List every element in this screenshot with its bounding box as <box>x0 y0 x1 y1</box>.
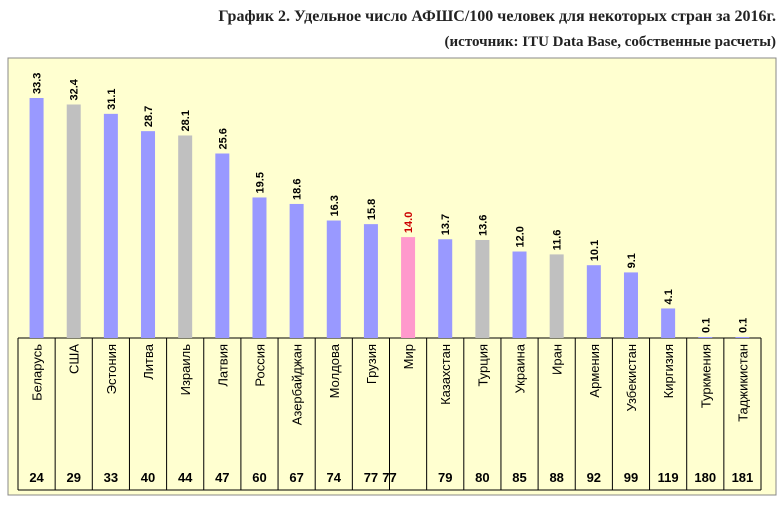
category-label: Молдова <box>327 343 342 398</box>
data-label: 16.3 <box>329 195 341 216</box>
category-label: Беларусь <box>30 344 45 401</box>
category-label: Азербайджан <box>290 344 305 425</box>
rank-label: 29 <box>66 470 80 485</box>
category-label: Армения <box>587 344 602 398</box>
rank-label: 88 <box>549 470 563 485</box>
data-label: 13.7 <box>440 214 452 235</box>
rank-label: 99 <box>624 470 638 485</box>
category-label: Таджикистан <box>735 344 750 422</box>
data-label: 0.1 <box>737 318 749 333</box>
bar <box>512 251 527 338</box>
rank-label: 74 <box>327 470 342 485</box>
category-label: Грузия <box>364 344 379 384</box>
category-label: Эстония <box>104 344 119 394</box>
bar <box>698 337 713 338</box>
bar <box>29 98 44 338</box>
bar <box>215 153 230 338</box>
category-label: Иран <box>550 344 565 375</box>
category-label: Узбекистан <box>624 344 639 412</box>
rank-label: 40 <box>141 470 155 485</box>
bar <box>475 239 490 338</box>
bar <box>252 197 267 338</box>
category-label: Киргизия <box>661 344 676 398</box>
bar <box>549 254 564 338</box>
rank-label: 180 <box>694 470 716 485</box>
data-label: 13.6 <box>477 215 489 236</box>
rank-label: 60 <box>252 470 266 485</box>
category-label: Израиль <box>178 344 193 396</box>
category-label: США <box>67 344 82 374</box>
rank-label: 181 <box>732 470 754 485</box>
data-label: 12.0 <box>515 226 527 247</box>
rank-label: 33 <box>104 470 118 485</box>
data-label: 32.4 <box>69 78 81 100</box>
category-label: Турция <box>475 344 490 387</box>
rank-label: 79 <box>438 470 452 485</box>
bar <box>141 131 156 338</box>
bar <box>326 220 341 338</box>
chart-title: График 2. Удельное число АФШС/100 челове… <box>218 8 776 25</box>
rank-label: 44 <box>178 470 193 485</box>
rank-label: 80 <box>475 470 489 485</box>
data-label: 4.1 <box>663 289 675 304</box>
category-label: Россия <box>252 344 267 387</box>
bar <box>103 113 118 338</box>
rank-label: 85 <box>512 470 526 485</box>
data-label: 10.1 <box>589 240 601 261</box>
data-label: 11.6 <box>552 230 564 251</box>
bar <box>289 203 304 338</box>
data-label: 19.5 <box>254 172 266 193</box>
category-label: Казахстан <box>438 344 453 405</box>
bar <box>623 272 638 338</box>
rank-label: 77 <box>364 470 378 485</box>
bar <box>438 239 453 338</box>
data-label: 25.6 <box>217 128 229 149</box>
rank-label: 24 <box>29 470 44 485</box>
category-label: Латвия <box>215 344 230 387</box>
data-label: 18.6 <box>292 179 304 200</box>
world-rank-label: 77 <box>382 470 396 485</box>
bar <box>66 104 81 339</box>
data-label: 31.1 <box>106 88 118 109</box>
rank-label: 92 <box>587 470 601 485</box>
bar <box>586 265 601 338</box>
category-label: Литва <box>141 343 156 380</box>
bar <box>735 337 750 338</box>
data-label: 28.7 <box>143 106 155 127</box>
bar <box>363 224 378 338</box>
data-label: 14.0 <box>403 212 415 233</box>
category-label: Украина <box>513 343 528 393</box>
data-label: 15.8 <box>366 199 378 220</box>
rank-label: 67 <box>289 470 303 485</box>
rank-label: 47 <box>215 470 229 485</box>
bar <box>661 308 676 338</box>
data-label: 28.1 <box>180 110 192 131</box>
plot-area <box>7 57 777 496</box>
data-label: 0.1 <box>700 318 712 333</box>
category-label: Мир <box>401 344 416 369</box>
data-label: 33.3 <box>32 73 44 94</box>
bar <box>178 135 193 338</box>
data-label: 9.1 <box>626 253 638 268</box>
bar <box>401 237 416 338</box>
rank-label: 119 <box>658 470 679 485</box>
chart-subtitle: (источник: ITU Data Base, собственные ра… <box>444 34 776 50</box>
category-label: Туркмения <box>698 344 713 408</box>
